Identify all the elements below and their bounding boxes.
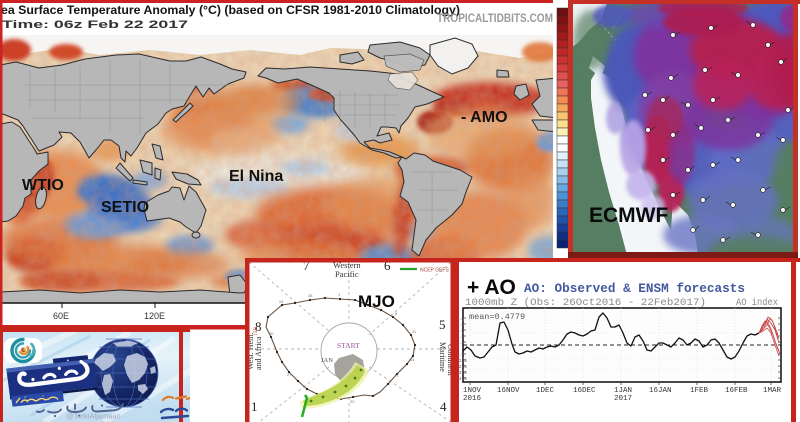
svg-text:Maritime: Maritime <box>438 342 447 372</box>
svg-text:-.5: -.5 <box>456 352 464 358</box>
svg-text:5: 5 <box>366 298 369 303</box>
svg-text:ea Surface Temperature Anomaly: ea Surface Temperature Anomaly (°C) (bas… <box>1 3 460 17</box>
svg-text:AO: Observed & ENSM forecasts: AO: Observed & ENSM forecasts <box>524 281 745 296</box>
svg-text:0.5: 0.5 <box>456 340 464 346</box>
svg-text:Western: Western <box>333 260 361 270</box>
svg-text:16NOV: 16NOV <box>497 387 520 395</box>
svg-text:120E: 120E <box>144 311 165 321</box>
svg-text:4.5: 4.5 <box>456 316 464 322</box>
svg-text:1: 1 <box>251 399 258 414</box>
svg-text:1: 1 <box>338 292 341 297</box>
svg-text:-2.5: -2.5 <box>456 364 467 370</box>
svg-text:20: 20 <box>350 399 355 404</box>
svg-text:JAN: JAN <box>321 357 333 364</box>
svg-text:1FEB: 1FEB <box>690 387 709 395</box>
svg-text:1JAN: 1JAN <box>614 387 632 395</box>
svg-text:1DEC: 1DEC <box>536 387 555 395</box>
svg-text:14: 14 <box>410 357 415 362</box>
svg-text:El Nina: El Nina <box>229 168 283 185</box>
svg-text:15B: 15B <box>253 327 259 337</box>
svg-text:16JAN: 16JAN <box>649 387 672 395</box>
svg-text:MJO: MJO <box>358 292 395 311</box>
svg-text:- AMO: - AMO <box>461 109 508 126</box>
svg-text:WTIO: WTIO <box>22 177 64 194</box>
svg-text:16DEC: 16DEC <box>573 387 596 395</box>
svg-text:11: 11 <box>412 329 417 334</box>
svg-text:1NOV: 1NOV <box>463 387 482 395</box>
svg-text:5: 5 <box>439 317 446 332</box>
svg-text:1MAR: 1MAR <box>763 387 782 395</box>
svg-text:-3.5: -3.5 <box>456 370 467 376</box>
svg-text:28: 28 <box>308 293 313 298</box>
svg-text:NCEP GEFS: NCEP GEFS <box>420 268 449 274</box>
svg-text:START: START <box>337 341 360 350</box>
svg-text:ECMWF: ECMWF <box>589 204 668 227</box>
svg-text:8: 8 <box>395 311 398 316</box>
svg-text:4: 4 <box>440 399 447 414</box>
svg-text:24: 24 <box>279 299 284 304</box>
svg-text:7: 7 <box>303 258 310 273</box>
svg-text:3.5: 3.5 <box>456 322 464 328</box>
svg-text:8: 8 <box>255 319 262 334</box>
svg-text:27: 27 <box>287 372 292 377</box>
svg-text:2.5: 2.5 <box>456 328 464 334</box>
svg-text:+ AO: + AO <box>467 276 516 299</box>
svg-text:-1.5: -1.5 <box>456 358 467 364</box>
svg-text:1.5: 1.5 <box>456 334 464 340</box>
svg-text:mean=0.4779: mean=0.4779 <box>469 312 525 322</box>
svg-text:West. Hem.: West. Hem. <box>246 333 255 370</box>
svg-text:Time: 06z Feb 22 2017: Time: 06z Feb 22 2017 <box>2 19 188 31</box>
svg-text:16FEB: 16FEB <box>725 387 748 395</box>
svg-text:6: 6 <box>384 258 391 273</box>
svg-text:60E: 60E <box>53 311 69 321</box>
svg-text:@TorkiAljamaan: @TorkiAljamaan <box>66 412 121 421</box>
svg-text:AO index: AO index <box>736 297 778 309</box>
svg-text:SETIO: SETIO <box>101 199 149 216</box>
svg-text:20: 20 <box>269 331 274 336</box>
svg-text:and Africa: and Africa <box>254 336 263 370</box>
svg-text:-4.5: -4.5 <box>456 376 467 382</box>
svg-text:TROPICALTIDBITS.COM: TROPICALTIDBITS.COM <box>437 13 553 25</box>
svg-text:1000mb Z (Obs: 26Oct2016 - 22F: 1000mb Z (Obs: 26Oct2016 - 22Feb2017) <box>465 297 706 309</box>
svg-text:Pacific: Pacific <box>335 269 359 279</box>
svg-text:2016: 2016 <box>463 395 482 403</box>
svg-text:2017: 2017 <box>614 395 632 403</box>
svg-text:17: 17 <box>394 373 399 378</box>
